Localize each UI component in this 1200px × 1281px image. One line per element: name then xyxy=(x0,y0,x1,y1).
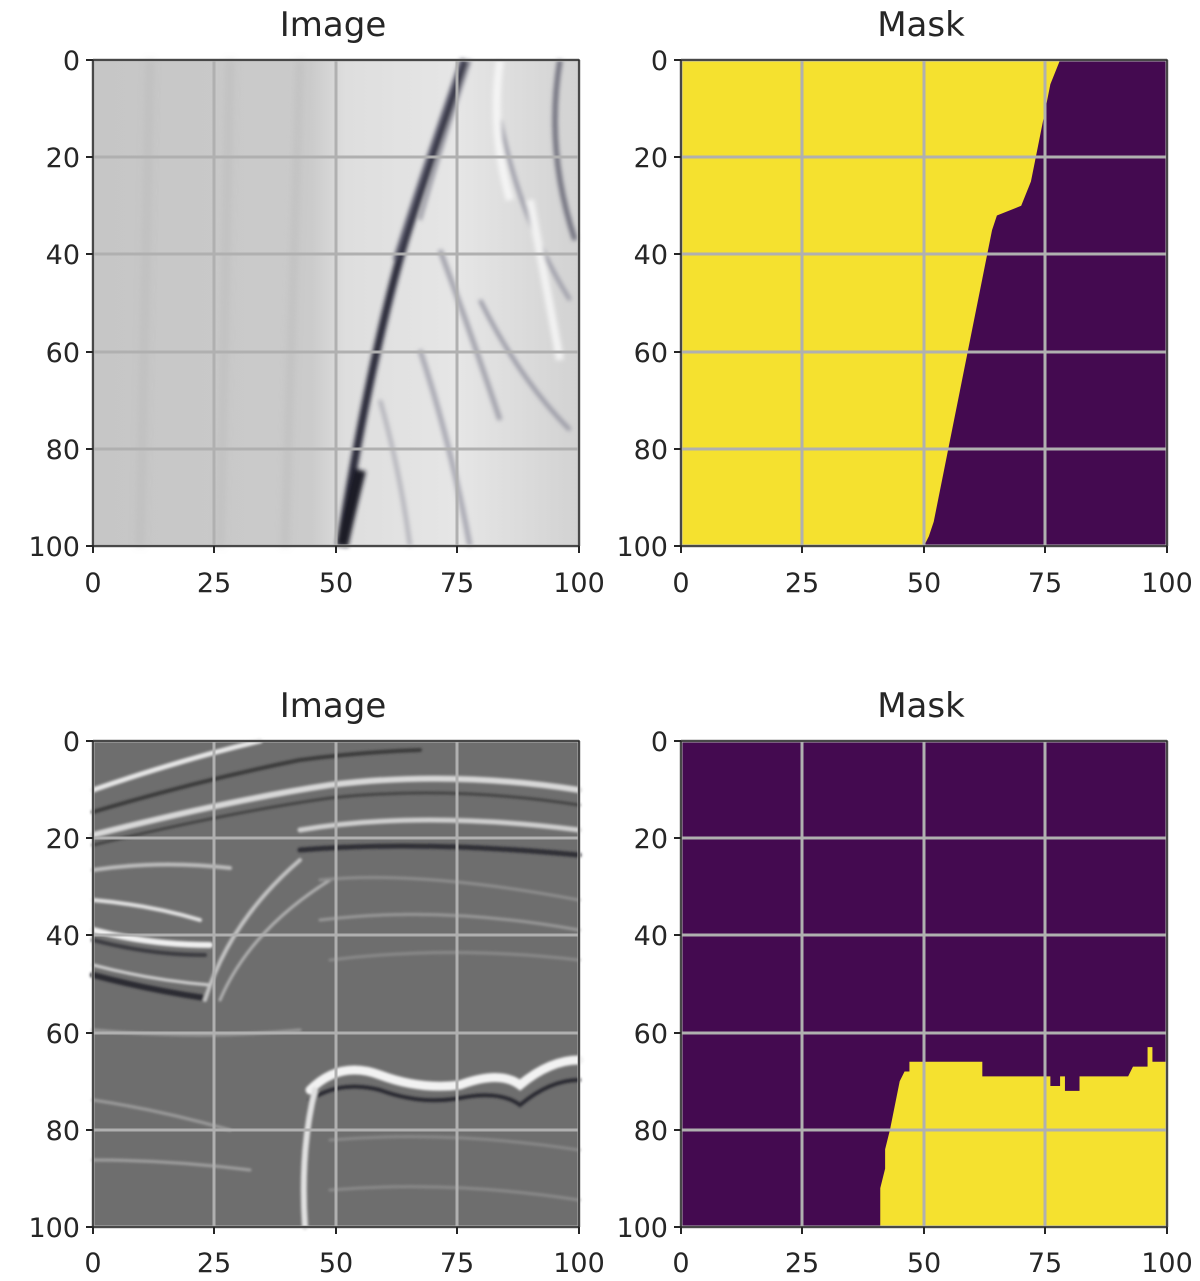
y-tick-label: 0 xyxy=(651,727,668,758)
y-axis-ticks: 0 20 40 60 80 100 xyxy=(28,727,93,1244)
x-tick-label: 100 xyxy=(553,568,605,599)
x-tick-label: 0 xyxy=(84,568,101,599)
y-axis-ticks: 0 20 40 60 80 100 xyxy=(616,727,681,1244)
x-axis-ticks: 0 25 50 75 100 xyxy=(672,546,1193,599)
y-tick-label: 80 xyxy=(634,435,668,466)
x-tick-label: 25 xyxy=(785,1248,819,1279)
x-tick-label: 50 xyxy=(907,1248,941,1279)
x-tick-label: 25 xyxy=(785,568,819,599)
y-tick-label: 20 xyxy=(634,143,668,174)
panel-mask-top: Mask 0 20 40 60 80 100 0 25 5 xyxy=(616,5,1192,599)
y-tick-label: 20 xyxy=(634,824,668,855)
x-tick-label: 75 xyxy=(1028,1248,1062,1279)
y-tick-label: 80 xyxy=(46,435,80,466)
x-axis-ticks: 0 25 50 75 100 xyxy=(84,546,605,599)
x-tick-label: 75 xyxy=(1028,568,1062,599)
y-tick-label: 0 xyxy=(63,727,80,758)
y-tick-label: 20 xyxy=(46,143,80,174)
y-tick-label: 100 xyxy=(28,532,80,563)
y-tick-label: 40 xyxy=(46,921,80,952)
x-tick-label: 0 xyxy=(672,568,689,599)
mask-region xyxy=(880,1047,1167,1227)
x-tick-label: 50 xyxy=(907,568,941,599)
x-tick-label: 75 xyxy=(440,568,474,599)
y-tick-label: 80 xyxy=(634,1116,668,1147)
x-tick-label: 50 xyxy=(319,1248,353,1279)
y-tick-label: 100 xyxy=(616,532,668,563)
x-tick-label: 0 xyxy=(84,1248,101,1279)
y-tick-label: 40 xyxy=(46,240,80,271)
y-tick-label: 0 xyxy=(651,46,668,77)
mask-region xyxy=(681,60,1061,546)
x-tick-label: 100 xyxy=(1141,1248,1193,1279)
x-tick-label: 25 xyxy=(197,568,231,599)
x-axis-ticks: 0 25 50 75 100 xyxy=(84,1227,605,1279)
y-tick-label: 40 xyxy=(634,921,668,952)
y-tick-label: 60 xyxy=(46,338,80,369)
x-tick-label: 0 xyxy=(672,1248,689,1279)
panel-title: Image xyxy=(280,5,386,45)
x-tick-label: 100 xyxy=(1141,568,1193,599)
y-tick-label: 60 xyxy=(634,338,668,369)
x-tick-label: 25 xyxy=(197,1248,231,1279)
y-tick-label: 60 xyxy=(634,1019,668,1050)
x-tick-label: 100 xyxy=(553,1248,605,1279)
y-axis-ticks: 0 20 40 60 80 100 xyxy=(616,46,681,563)
y-tick-label: 100 xyxy=(28,1213,80,1244)
y-tick-label: 20 xyxy=(46,824,80,855)
x-tick-label: 75 xyxy=(440,1248,474,1279)
y-tick-label: 60 xyxy=(46,1019,80,1050)
x-axis-ticks: 0 25 50 75 100 xyxy=(672,1227,1193,1279)
x-tick-label: 50 xyxy=(319,568,353,599)
panel-title: Mask xyxy=(877,5,965,45)
y-tick-label: 80 xyxy=(46,1116,80,1147)
y-tick-label: 100 xyxy=(616,1213,668,1244)
panel-image-bottom: Image xyxy=(28,686,604,1279)
panel-image-top: Image xyxy=(28,5,604,599)
y-tick-label: 40 xyxy=(634,240,668,271)
panel-mask-bottom: Mask 0 20 40 60 80 100 0 25 5 xyxy=(616,686,1192,1279)
y-axis-ticks: 0 20 40 60 80 100 xyxy=(28,46,93,563)
y-tick-label: 0 xyxy=(63,46,80,77)
panel-title: Image xyxy=(280,686,386,726)
panel-title: Mask xyxy=(877,686,965,726)
